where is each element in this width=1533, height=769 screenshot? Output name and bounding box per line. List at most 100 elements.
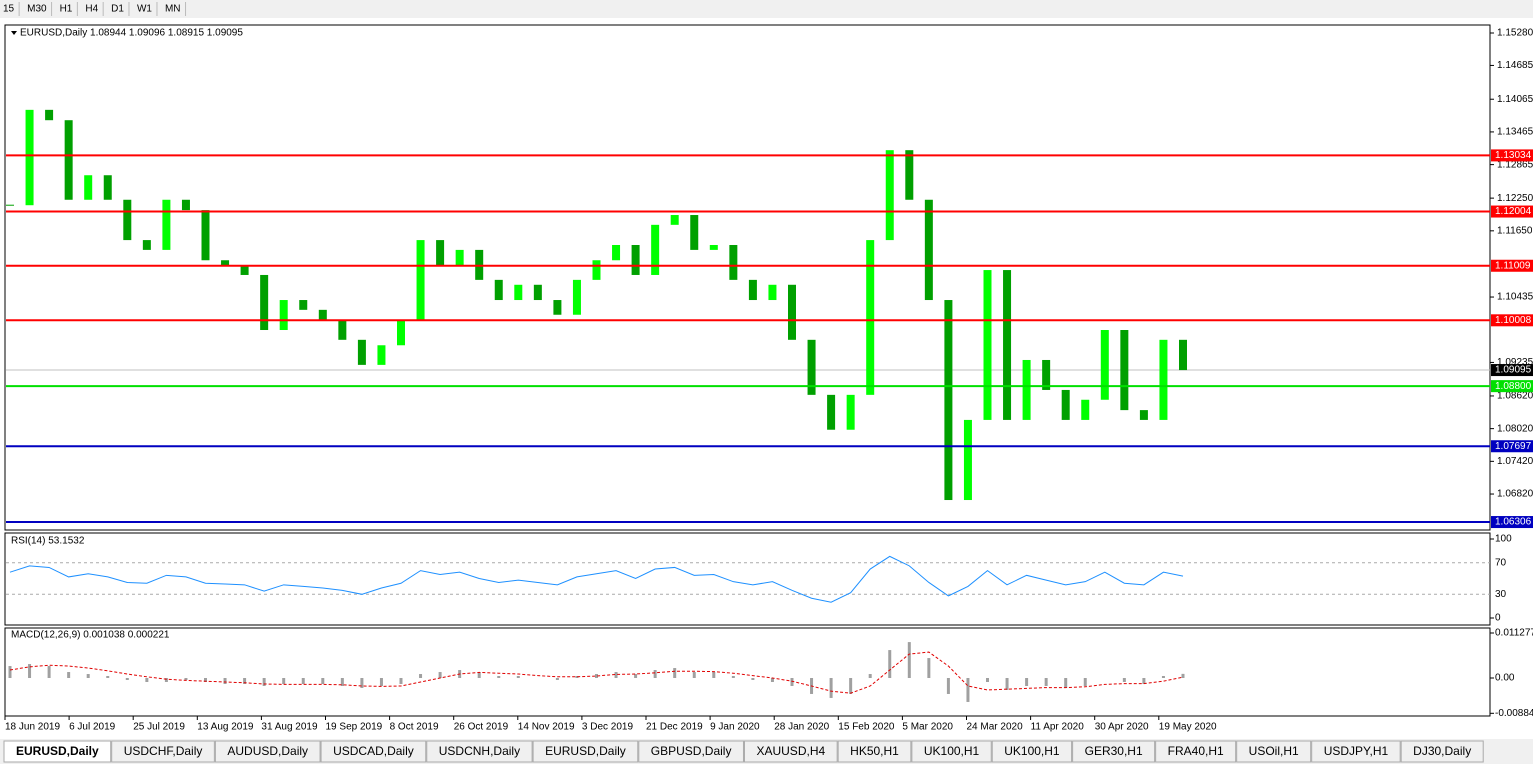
tab[interactable]: FRA40,H1 — [1155, 740, 1237, 763]
candle — [142, 240, 151, 250]
date-label: 31 Aug 2019 — [261, 722, 318, 733]
tab-label[interactable]: DJ30,Daily — [1413, 744, 1471, 758]
rsi-tick-label: 30 — [1495, 589, 1507, 600]
tab-label[interactable]: GBPUSD,Daily — [651, 744, 732, 758]
candle — [357, 339, 366, 365]
tab[interactable]: USDCHF,Daily — [111, 740, 215, 763]
tab[interactable]: DJ30,Daily — [1400, 740, 1484, 763]
macd-panel — [4, 627, 1491, 717]
tab-label[interactable]: USDCAD,Daily — [333, 744, 414, 758]
tab-background — [320, 740, 427, 763]
tab[interactable]: EURUSD,Daily — [3, 740, 112, 763]
candle — [260, 274, 269, 331]
level-label-box — [1491, 314, 1533, 327]
tab-background — [1155, 740, 1237, 763]
tab[interactable]: USOil,H1 — [1236, 740, 1312, 763]
tab-label[interactable]: USDJPY,H1 — [1324, 744, 1389, 758]
y-tick-label: 1.13465 — [1497, 127, 1533, 138]
candle — [592, 260, 601, 280]
date-label: 3 Dec 2019 — [582, 722, 634, 733]
candle — [924, 199, 933, 301]
tab-label[interactable]: GER30,H1 — [1085, 744, 1143, 758]
tab[interactable]: USDCNH,Daily — [426, 740, 533, 763]
y-tick-label: 1.09235 — [1497, 357, 1533, 368]
tab[interactable]: GER30,H1 — [1072, 740, 1156, 763]
candle — [377, 345, 386, 365]
y-tick-label: 1.08020 — [1497, 423, 1533, 434]
timeframe-button[interactable]: 15 — [3, 4, 15, 15]
candle — [221, 260, 230, 266]
toolbar — [0, 0, 1533, 18]
tab-background — [1400, 740, 1484, 763]
level-label-box — [1491, 149, 1533, 162]
level-label-box — [1491, 516, 1533, 529]
level-label-box — [1491, 380, 1533, 393]
tab-label[interactable]: USDCNH,Daily — [439, 744, 520, 758]
main-header: EURUSD,Daily 1.08944 1.09096 1.08915 1.0… — [20, 28, 243, 39]
tab-background — [1072, 740, 1156, 763]
tab-label[interactable]: EURUSD,Daily — [16, 744, 99, 758]
tab[interactable]: USDJPY,H1 — [1311, 740, 1401, 763]
date-label: 26 Oct 2019 — [454, 722, 509, 733]
tab[interactable]: USDCAD,Daily — [320, 740, 427, 763]
tab-label[interactable]: USOil,H1 — [1249, 744, 1299, 758]
candle — [1179, 339, 1187, 371]
level-label: 1.11009 — [1495, 260, 1531, 271]
y-tick-label: 1.07420 — [1497, 456, 1533, 467]
timeframe-button[interactable]: H4 — [85, 4, 98, 15]
candle — [25, 109, 34, 206]
candle — [690, 215, 699, 250]
y-tick-label: 1.15280 — [1497, 28, 1533, 39]
candle — [944, 300, 953, 501]
current-price-label: 1.09095 — [1495, 365, 1532, 376]
tab-label[interactable]: UK100,H1 — [1004, 744, 1060, 758]
level-label: 1.13034 — [1495, 150, 1532, 161]
tab-background — [532, 740, 639, 763]
date-label: 5 Mar 2020 — [902, 722, 953, 733]
tab-label[interactable]: USDCHF,Daily — [124, 744, 203, 758]
timeframe-button[interactable]: H1 — [60, 4, 73, 15]
rsi-tick-label: 0 — [1495, 613, 1501, 624]
timeframe-button[interactable]: D1 — [111, 4, 124, 15]
macd-tick-label: 0.011277 — [1495, 628, 1533, 639]
timeframe-button[interactable]: MN — [165, 4, 181, 15]
tab[interactable]: UK100,H1 — [991, 740, 1073, 763]
tab[interactable]: AUDUSD,Daily — [214, 740, 321, 763]
tab-label[interactable]: EURUSD,Daily — [545, 744, 626, 758]
candle — [123, 199, 132, 241]
candle — [1081, 399, 1090, 420]
level-label: 1.06306 — [1495, 517, 1532, 528]
date-label: 8 Oct 2019 — [390, 722, 439, 733]
current-price-box — [1491, 364, 1533, 377]
timeframe-button[interactable]: W1 — [137, 4, 152, 15]
candle — [1139, 410, 1148, 420]
tab-background — [214, 740, 321, 763]
tab[interactable]: XAUUSD,H4 — [743, 740, 838, 763]
tab[interactable]: GBPUSD,Daily — [638, 740, 744, 763]
candle — [1022, 359, 1031, 420]
tab-label[interactable]: FRA40,H1 — [1168, 744, 1224, 758]
tab-background — [111, 740, 215, 763]
tab-label[interactable]: AUDUSD,Daily — [227, 744, 308, 758]
level-label: 1.08800 — [1495, 381, 1532, 392]
candle — [162, 199, 171, 250]
tab-background — [638, 740, 744, 763]
y-tick-label: 1.11650 — [1497, 225, 1533, 236]
level-label-box — [1491, 259, 1533, 272]
tab[interactable]: UK100,H1 — [911, 740, 992, 763]
tab-label[interactable]: HK50,H1 — [850, 744, 899, 758]
candle — [455, 249, 464, 266]
candle — [1061, 389, 1070, 420]
tab-label[interactable]: UK100,H1 — [924, 744, 980, 758]
tab[interactable]: EURUSD,Daily — [532, 740, 639, 763]
tab-label[interactable]: XAUUSD,H4 — [756, 744, 825, 758]
candle — [338, 320, 347, 340]
tab[interactable]: HK50,H1 — [837, 740, 912, 763]
timeframe-button[interactable]: M30 — [27, 4, 47, 15]
rsi-panel — [4, 532, 1491, 626]
candle — [416, 240, 425, 321]
date-label: 18 Jun 2019 — [5, 722, 60, 733]
y-tick-label: 1.08620 — [1497, 391, 1533, 402]
